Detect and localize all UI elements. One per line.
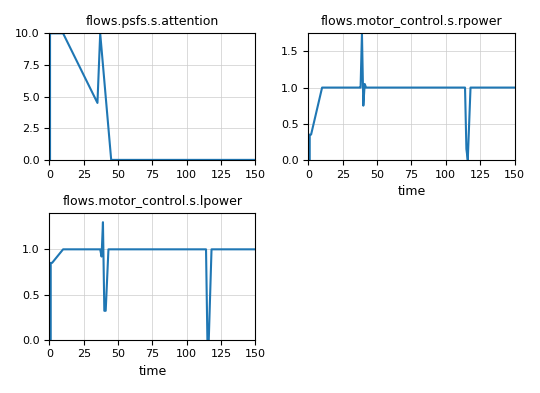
X-axis label: time: time bbox=[138, 365, 166, 378]
X-axis label: time: time bbox=[397, 185, 426, 198]
Title: flows.motor_control.s.lpower: flows.motor_control.s.lpower bbox=[63, 195, 242, 208]
Title: flows.psfs.s.attention: flows.psfs.s.attention bbox=[86, 15, 219, 28]
Title: flows.motor_control.s.rpower: flows.motor_control.s.rpower bbox=[321, 15, 502, 28]
